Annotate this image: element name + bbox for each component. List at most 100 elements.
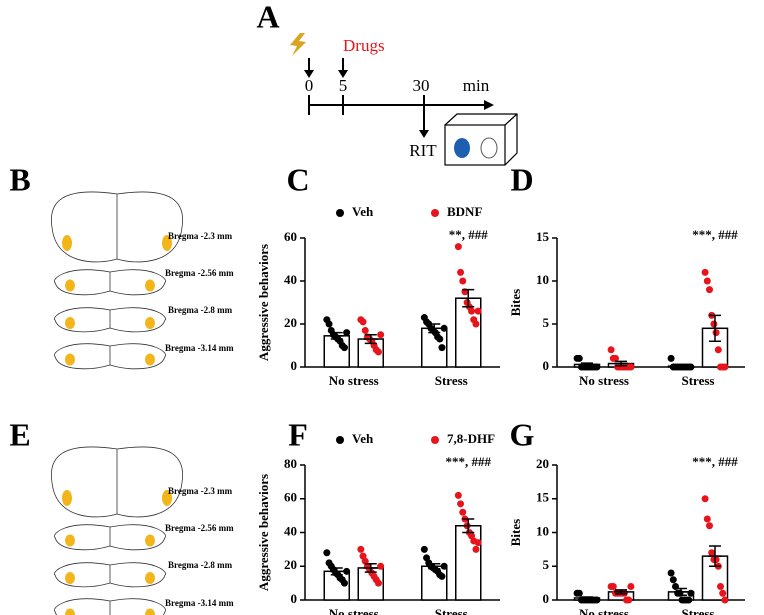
brain-section [53, 524, 167, 551]
data-point [377, 331, 385, 339]
data-point [323, 549, 331, 557]
error-bar [329, 567, 344, 576]
y-axis-label: Bites [508, 519, 523, 546]
error-bar [363, 334, 378, 345]
test-label: RIT [409, 141, 437, 160]
annotation: ***, ### [692, 227, 738, 242]
legend-marker [336, 209, 344, 217]
error-bar [708, 545, 722, 567]
panel-letter: F [288, 416, 308, 452]
data-point [612, 354, 619, 362]
y-tick-label: 0 [543, 591, 550, 606]
error-bar [614, 589, 628, 595]
data-point [440, 324, 448, 332]
legend-label: Veh [352, 204, 374, 219]
data-point [468, 307, 476, 315]
y-tick-label: 40 [284, 272, 297, 287]
y-axis-label: Aggressive behaviors [256, 244, 271, 361]
bla-region [145, 317, 155, 329]
legend-label: BDNF [447, 204, 482, 219]
section-label: Bregma -2.56 mm [165, 268, 234, 278]
data-point [667, 569, 675, 577]
data-point [457, 268, 465, 276]
data-point [701, 495, 709, 503]
data-point [357, 545, 365, 553]
data-point [377, 562, 385, 570]
y-tick-label: 20 [284, 315, 297, 330]
data-point [420, 545, 428, 553]
data-point [474, 307, 482, 315]
data-point [459, 277, 467, 285]
section-label: Bregma -3.14 mm [165, 343, 234, 353]
data-point [701, 268, 709, 276]
error-bar [674, 587, 688, 597]
error-bar [614, 360, 628, 367]
bla-region [145, 608, 155, 615]
bla-region [145, 279, 155, 292]
panel-letter: G [510, 416, 535, 452]
annotation: ***, ### [446, 454, 492, 469]
brain-section [53, 562, 167, 588]
data-point [436, 335, 444, 343]
mouse-icon [480, 137, 498, 159]
y-tick-label: 15 [536, 229, 550, 244]
section-label: Bregma -3.14 mm [165, 598, 234, 608]
bar [701, 327, 729, 368]
time-unit: min [463, 76, 490, 95]
section-label: Bregma -2.56 mm [165, 523, 234, 533]
y-tick-label: 0 [291, 591, 298, 606]
y-axis-label: Aggressive behaviors [256, 474, 271, 591]
panel-letter: A [256, 0, 279, 34]
data-point [710, 320, 718, 328]
bla-region [145, 353, 155, 366]
y-tick-label: 60 [284, 490, 297, 505]
brain-section [53, 269, 167, 296]
data-point [454, 243, 462, 251]
data-point [374, 579, 382, 587]
brain-section [53, 598, 167, 615]
data-point [719, 589, 727, 597]
bla-region [65, 608, 75, 615]
data-point [721, 363, 729, 371]
data-point [459, 508, 467, 516]
bla-region [162, 235, 172, 251]
brain-section [50, 446, 184, 518]
panel-letter: C [286, 161, 309, 197]
legend-marker [431, 436, 439, 444]
x-tick-label: Stress [682, 606, 715, 615]
bar [455, 525, 482, 601]
data-point [325, 320, 333, 328]
bla-region [145, 534, 155, 547]
shock-icon [290, 33, 306, 56]
data-point [714, 346, 722, 354]
panel-letter: E [9, 416, 30, 452]
section-label: Bregma -2.3 mm [168, 231, 233, 241]
panel-letter: D [510, 161, 533, 197]
data-point [712, 329, 720, 337]
section-label: Bregma -2.8 mm [168, 305, 233, 315]
error-bar [461, 518, 476, 534]
y-tick-label: 0 [543, 358, 550, 373]
data-point [457, 500, 465, 508]
data-point [607, 346, 615, 354]
bla-region [65, 353, 75, 366]
mouse-icon [454, 138, 470, 158]
data-point [575, 354, 583, 362]
data-point [669, 576, 677, 584]
annotation: ***, ### [692, 454, 738, 469]
drug-label: Drugs [343, 36, 385, 55]
y-tick-label: 10 [536, 272, 549, 287]
y-axis-label: Bites [508, 289, 523, 316]
data-point [359, 318, 367, 326]
data-point [440, 562, 448, 570]
y-tick-label: 80 [284, 456, 297, 471]
x-tick-label: No stress [579, 606, 629, 615]
annotation: **, ### [449, 227, 489, 242]
data-point [667, 354, 675, 362]
data-point [721, 596, 729, 604]
x-tick-label: Stress [435, 606, 468, 615]
x-tick-label: Stress [435, 373, 468, 388]
data-point [687, 589, 695, 597]
x-tick-label: No stress [329, 606, 379, 615]
